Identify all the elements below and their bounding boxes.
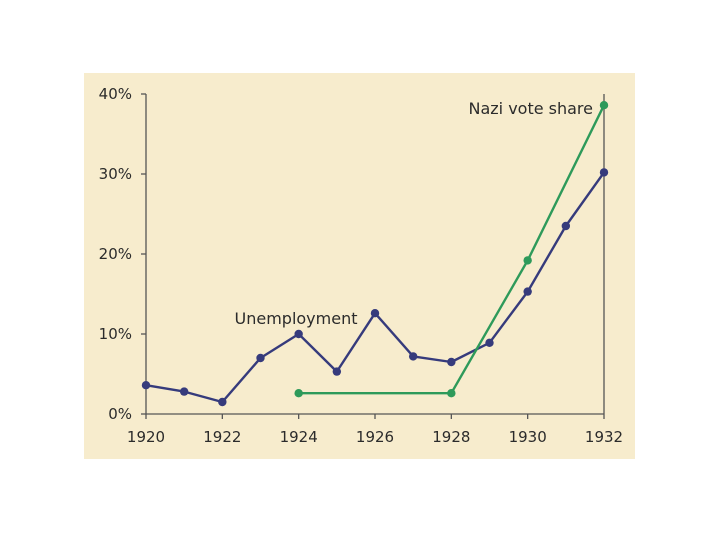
unemployment-point: [370, 309, 380, 318]
x-tick-label: 1930: [509, 428, 547, 446]
unemployment-point: [561, 221, 571, 231]
unemployment-point: [599, 168, 609, 177]
x-tick-label: 1922: [203, 428, 241, 446]
nazi-vote-share-label: Nazi vote share: [468, 99, 593, 118]
y-tick-label: 40%: [99, 85, 132, 103]
y-tick-label: 0%: [108, 405, 132, 423]
x-tick-label: 1924: [280, 428, 318, 446]
x-tick-label: 1926: [356, 428, 394, 446]
unemployment-point: [294, 329, 303, 339]
unemployment-point: [408, 352, 418, 361]
x-tick-label: 1920: [127, 428, 165, 446]
x-tick-label: 1932: [585, 428, 623, 446]
nazi-vote-share-point: [294, 389, 303, 398]
unemployment-point: [485, 338, 494, 347]
unemployment-point: [447, 357, 456, 367]
nazi-vote-share-point: [447, 389, 456, 398]
y-tick-label: 10%: [99, 325, 132, 343]
nazi-vote-share-point: [523, 256, 532, 265]
unemployment-point: [332, 367, 342, 376]
x-tick-label: 1928: [432, 428, 470, 446]
unemployment-point: [523, 287, 532, 296]
unemployment-point: [256, 353, 265, 363]
unemployment-point: [218, 397, 227, 407]
nazi-vote-share-point: [599, 101, 609, 110]
unemployment-point: [179, 387, 189, 396]
unemployment-line: [145, 171, 605, 404]
unemployment-point: [141, 381, 151, 390]
unemployment-label: Unemployment: [235, 309, 358, 328]
y-tick-label: 30%: [99, 165, 132, 183]
nazi-vote-share-line: [298, 104, 606, 395]
y-tick-label: 20%: [99, 245, 132, 263]
